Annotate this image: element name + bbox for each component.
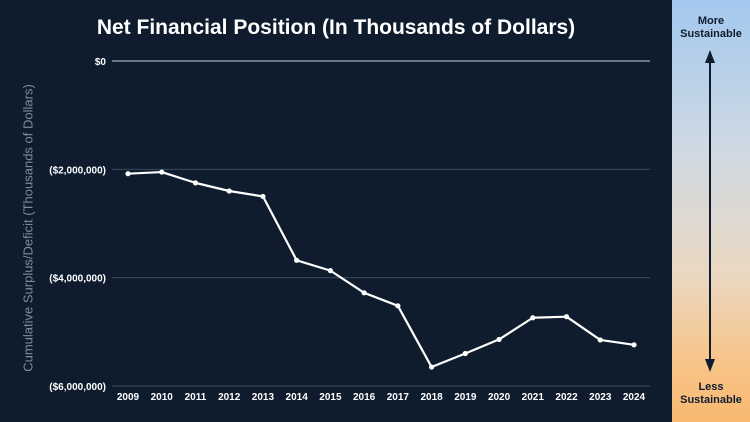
y-tick-label: ($4,000,000) xyxy=(49,274,106,285)
x-tick-label: 2013 xyxy=(252,392,275,403)
x-tick-label: 2012 xyxy=(218,392,241,403)
more-sustainable-label: More Sustainable xyxy=(672,15,750,41)
sustainability-scale: More Sustainable Less Sustainable xyxy=(672,0,750,422)
x-tick-label: 2023 xyxy=(589,392,612,403)
x-tick-label: 2011 xyxy=(185,392,207,403)
data-point xyxy=(530,315,536,321)
data-point xyxy=(429,364,435,370)
less-label-line2: Sustainable xyxy=(680,394,742,406)
x-tick-label: 2021 xyxy=(522,392,545,403)
x-tick-label: 2017 xyxy=(387,392,410,403)
data-point xyxy=(192,180,199,186)
data-point xyxy=(361,290,367,296)
x-tick-label: 2014 xyxy=(286,392,309,403)
y-tick-label: ($6,000,000) xyxy=(49,382,106,393)
less-label-line1: Less xyxy=(698,381,724,393)
x-tick-label: 2019 xyxy=(454,392,477,403)
data-point xyxy=(226,188,232,194)
x-tick-label: 2010 xyxy=(151,392,174,403)
chart-title: Net Financial Position (In Thousands of … xyxy=(96,16,576,39)
x-tick-label: 2020 xyxy=(488,392,511,403)
y-tick-label: ($2,000,000) xyxy=(49,165,106,176)
data-point xyxy=(260,193,266,200)
double-arrow-icon xyxy=(705,50,715,372)
series-line xyxy=(127,170,635,369)
more-label-line1: More xyxy=(697,15,725,27)
data-point xyxy=(159,169,165,175)
data-point xyxy=(294,257,300,263)
less-sustainable-label: Less Sustainable xyxy=(672,381,750,407)
plot-svg: $0 ($2,000,000) ($4,000,000) ($6,000,000) 20… xyxy=(49,57,650,403)
data-point xyxy=(395,303,401,309)
x-tick-label: 2009 xyxy=(117,392,140,403)
more-label-line2: Sustainable xyxy=(680,28,742,40)
x-tick-label: 2015 xyxy=(319,392,342,403)
data-point xyxy=(597,337,603,343)
x-tick-label: 2024 xyxy=(623,392,646,403)
data-point xyxy=(563,314,570,320)
data-point xyxy=(496,336,502,343)
data-point xyxy=(631,342,637,348)
data-point xyxy=(462,350,468,357)
data-point xyxy=(327,268,333,274)
y-tick-label: $0 xyxy=(95,57,107,68)
data-point xyxy=(125,171,131,177)
x-tick-label: 2018 xyxy=(420,392,443,403)
chart-area: Net Financial Position (In Thousands of … xyxy=(20,16,650,403)
x-tick-label: 2016 xyxy=(353,392,376,403)
x-tick-label: 2022 xyxy=(555,392,578,403)
